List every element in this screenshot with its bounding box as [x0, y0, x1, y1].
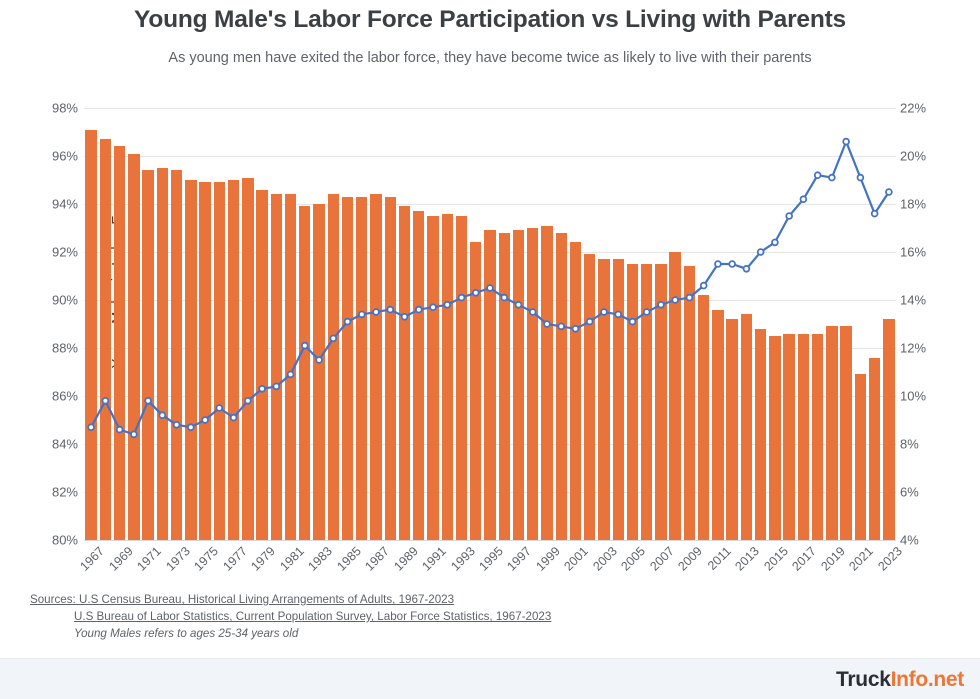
- bar[interactable]: [569, 242, 582, 540]
- y-axis-right-tick-label: 18%: [900, 196, 927, 212]
- bar[interactable]: [185, 180, 197, 540]
- source-note: Young Males refers to ages 25-34 years o…: [74, 627, 299, 640]
- bar[interactable]: [740, 314, 753, 540]
- brand-logo[interactable]: TruckInfo.net: [836, 668, 964, 692]
- bar[interactable]: [213, 182, 226, 540]
- bar[interactable]: [156, 168, 169, 540]
- bar[interactable]: [242, 177, 254, 540]
- bar[interactable]: [384, 196, 396, 540]
- y-axis-left-tick-label: 96%: [51, 148, 78, 164]
- bar[interactable]: [783, 333, 795, 540]
- y-axis-left-tick-label: 82%: [51, 484, 78, 500]
- y-axis-left-tick-label: 84%: [51, 436, 78, 452]
- y-axis-left-tick-label: 94%: [51, 196, 78, 212]
- y-axis-left-tick-label: 98%: [51, 100, 78, 116]
- bar[interactable]: [555, 232, 567, 540]
- bar[interactable]: [726, 319, 738, 540]
- bar[interactable]: [584, 254, 596, 540]
- y-axis-right-tick-label: 12%: [900, 340, 927, 356]
- y-axis-left-ticks: 80% 82% 84% 86% 88% 90% 92% 94% 96% 98%: [18, 101, 78, 548]
- gridline: [84, 108, 896, 109]
- y-axis-right-tick-label: 6%: [900, 484, 919, 500]
- bar[interactable]: [299, 206, 311, 540]
- bar[interactable]: [854, 374, 867, 540]
- bar[interactable]: [85, 129, 97, 540]
- bar[interactable]: [683, 266, 696, 540]
- bar[interactable]: [669, 252, 681, 540]
- y-axis-right-tick-label: 8%: [900, 436, 919, 452]
- bar[interactable]: [313, 204, 325, 540]
- brand-text-primary: Truck: [836, 668, 891, 691]
- bar[interactable]: [199, 182, 211, 540]
- bar[interactable]: [227, 180, 240, 540]
- bar[interactable]: [655, 264, 667, 540]
- bar[interactable]: [470, 242, 482, 540]
- bar[interactable]: [840, 326, 852, 540]
- bar[interactable]: [128, 153, 140, 540]
- y-axis-left-tick-label: 86%: [51, 388, 78, 404]
- y-axis-left-tick-label: 92%: [51, 244, 78, 260]
- bar[interactable]: [641, 264, 653, 540]
- bar[interactable]: [769, 336, 781, 540]
- bar[interactable]: [99, 139, 112, 540]
- y-axis-right-ticks: 4% 6% 8% 10% 12% 14% 16% 18% 20% 22%: [900, 101, 944, 548]
- y-axis-left-tick-label: 80%: [51, 532, 78, 548]
- bar[interactable]: [142, 170, 154, 540]
- bar[interactable]: [612, 259, 624, 540]
- bar-series: [84, 108, 896, 540]
- bar[interactable]: [541, 225, 553, 540]
- bar[interactable]: [341, 196, 354, 540]
- bar[interactable]: [883, 319, 895, 540]
- bar[interactable]: [712, 309, 724, 540]
- bar[interactable]: [455, 216, 468, 540]
- gridline: [84, 540, 896, 541]
- bar[interactable]: [256, 189, 268, 540]
- bar[interactable]: [754, 328, 767, 540]
- bar[interactable]: [270, 194, 282, 540]
- bar[interactable]: [797, 333, 810, 540]
- bar[interactable]: [356, 196, 368, 540]
- bar[interactable]: [626, 264, 639, 540]
- bar[interactable]: [498, 232, 510, 540]
- bar[interactable]: [598, 259, 610, 540]
- bar[interactable]: [170, 170, 183, 540]
- bar[interactable]: [284, 194, 297, 540]
- bar[interactable]: [327, 194, 339, 540]
- page-title: Young Male's Labor Force Participation v…: [134, 6, 846, 33]
- bar[interactable]: [697, 295, 710, 540]
- source-line-1: Sources: U.S Census Bureau, Historical L…: [30, 593, 455, 606]
- bar[interactable]: [811, 333, 824, 540]
- y-axis-right-tick-label: 22%: [900, 100, 927, 116]
- bar[interactable]: [826, 326, 838, 540]
- bar[interactable]: [527, 228, 539, 540]
- y-axis-right-tick-label: 20%: [900, 148, 927, 164]
- footer-bar: [0, 658, 980, 699]
- y-axis-left-tick-label: 88%: [51, 340, 78, 356]
- bar[interactable]: [113, 146, 126, 540]
- bar[interactable]: [441, 213, 453, 540]
- page-subtitle: As young men have exited the labor force…: [168, 50, 812, 66]
- brand-text-accent: Info.net: [890, 668, 965, 691]
- bar[interactable]: [398, 206, 411, 540]
- y-axis-right-tick-label: 16%: [900, 244, 927, 260]
- sources-block: Sources: U.S Census Bureau, Historical L…: [30, 591, 730, 642]
- x-axis-ticks: 1967 1969 1971 1973 1975 1977 1979 1981 1983 1985…: [77, 544, 904, 590]
- bar[interactable]: [427, 216, 439, 540]
- bar[interactable]: [484, 230, 496, 540]
- plot-area: 1967: 8.7%1968: 9.8%1969: 8.6%1970: 8.4%…: [84, 108, 896, 541]
- source-line-2: U.S Bureau of Labor Statistics, Current …: [74, 610, 552, 623]
- y-axis-right-tick-label: 10%: [900, 388, 927, 404]
- y-axis-right-tick-label: 4%: [900, 532, 919, 548]
- bar[interactable]: [413, 211, 425, 540]
- bar[interactable]: [370, 194, 382, 540]
- bar[interactable]: [868, 357, 881, 540]
- y-axis-right-tick-label: 14%: [900, 292, 927, 308]
- y-axis-left-tick-label: 90%: [51, 292, 78, 308]
- bar[interactable]: [512, 230, 525, 540]
